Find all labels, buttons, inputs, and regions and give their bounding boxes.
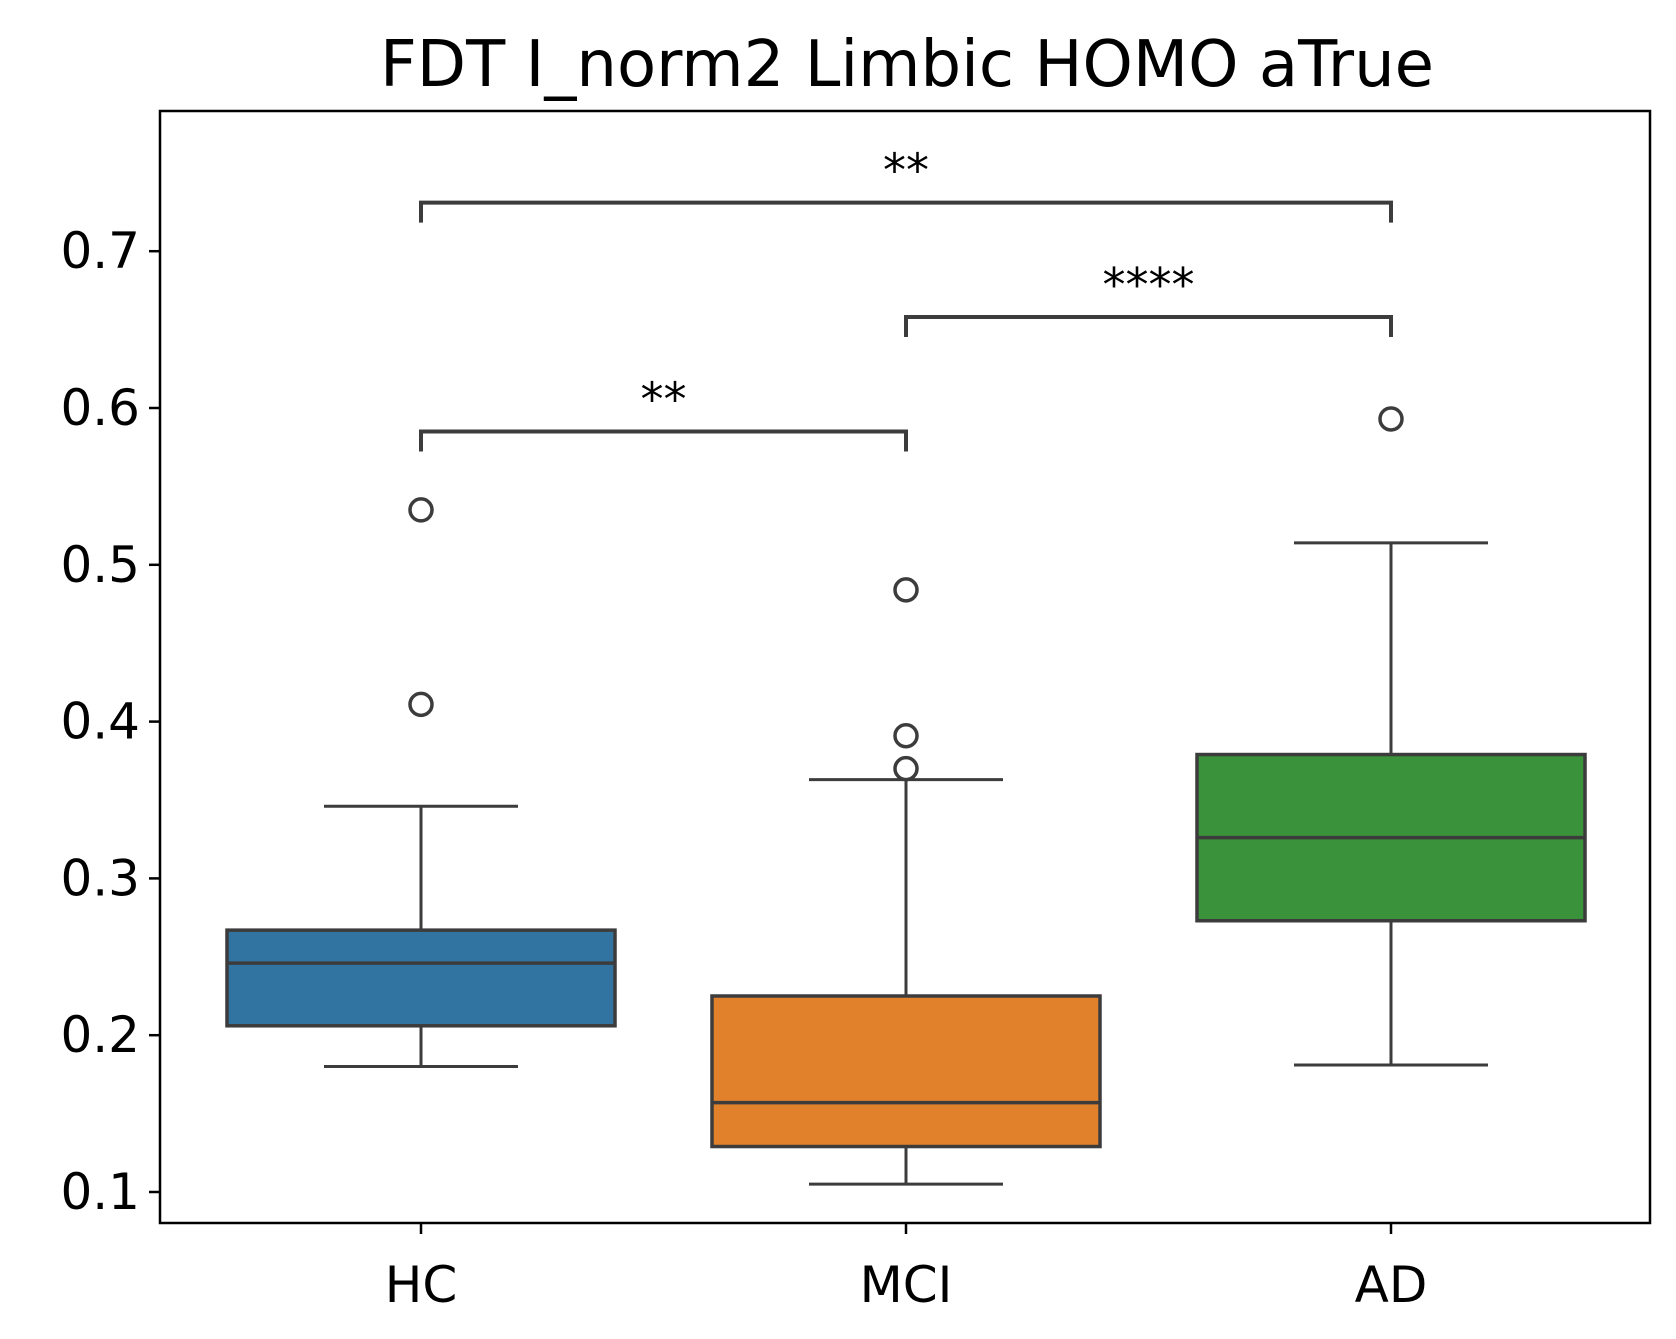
y-tick-label: 0.4 xyxy=(60,693,140,751)
significance-bracket xyxy=(419,200,1393,223)
y-tick-label: 0.6 xyxy=(60,379,140,437)
y-tick-label: 0.3 xyxy=(60,849,140,907)
hc-outlier-point xyxy=(408,691,434,718)
x-tick-label: HC xyxy=(385,1256,458,1314)
significance-label: ** xyxy=(641,373,687,427)
significance-bracket xyxy=(419,429,908,452)
mci-outlier-point xyxy=(893,577,919,603)
y-tick-label: 0.5 xyxy=(60,536,140,594)
x-tick-label: MCI xyxy=(860,1256,953,1314)
plot-frame xyxy=(158,109,1652,1225)
ad-outlier-point xyxy=(1378,406,1404,432)
significance-label: ** xyxy=(883,144,929,198)
hc-box xyxy=(225,928,617,1028)
hc-outlier-point xyxy=(408,497,434,523)
mci-box xyxy=(710,994,1102,1149)
mci-outlier-point xyxy=(893,722,919,749)
plot-marks: 0.10.20.30.40.50.60.7HC MCI AD******** xyxy=(60,144,1587,1314)
significance-label: **** xyxy=(1103,258,1195,312)
y-tick-label: 0.1 xyxy=(60,1163,140,1221)
chart-title: FDT I_norm2 Limbic HOMO aTrue xyxy=(380,28,1434,102)
significance-bracket xyxy=(904,315,1393,338)
y-tick-label: 0.7 xyxy=(60,222,140,280)
y-tick-label: 0.2 xyxy=(60,1006,140,1064)
x-tick-label: AD xyxy=(1355,1256,1428,1314)
mci-outlier-point xyxy=(893,755,919,782)
